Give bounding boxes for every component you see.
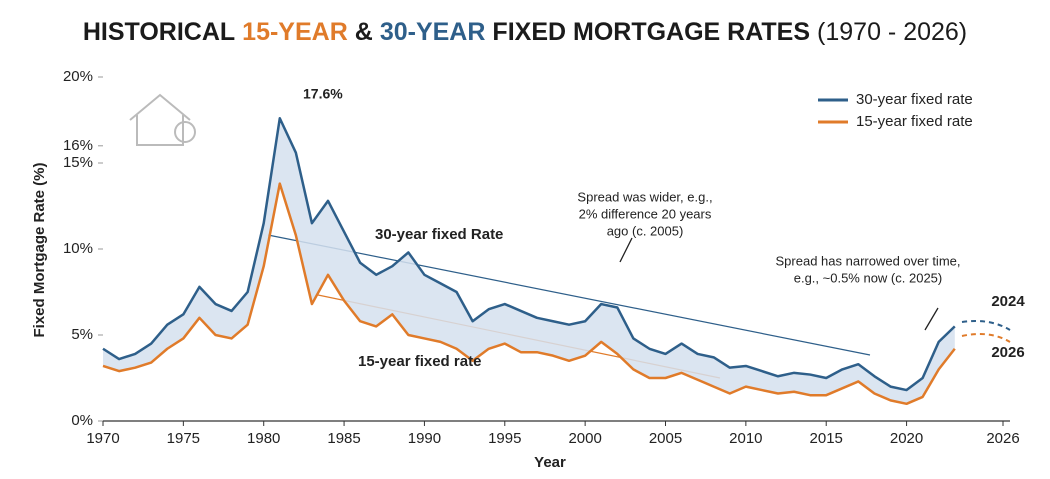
annotation: 2% difference 20 years bbox=[579, 206, 712, 221]
y-tick-label: 10% bbox=[63, 240, 93, 257]
projection bbox=[961, 333, 1011, 343]
x-tick-label: 1990 bbox=[408, 430, 441, 447]
x-tick-label: 2020 bbox=[890, 430, 923, 447]
title-part: HISTORICAL bbox=[82, 18, 236, 46]
arrow bbox=[924, 307, 939, 331]
title-part: 15-YEAR bbox=[242, 18, 348, 46]
y-axis-label: Fixed Mortgage Rate (%) bbox=[31, 162, 48, 337]
annotation: 2026 bbox=[991, 344, 1024, 361]
x-tick-label: 1985 bbox=[327, 430, 360, 447]
line-series bbox=[102, 117, 956, 392]
title-part: FIXED MORTGAGE RATES bbox=[492, 18, 811, 46]
x-tick-label: 2026 bbox=[986, 430, 1019, 447]
annotation: 15-year fixed rate bbox=[358, 353, 481, 370]
legend: 30-year fixed rate 15-year fixed rate bbox=[818, 91, 973, 130]
title-part: (1970 - 2026) bbox=[817, 18, 968, 46]
x-tick-label: 2010 bbox=[729, 430, 762, 447]
house-icon bbox=[129, 93, 196, 146]
x-tick-label: 1970 bbox=[86, 430, 119, 447]
arrow bbox=[619, 237, 633, 263]
y-tick-label: 5% bbox=[71, 326, 93, 343]
y-tick-label: 20% bbox=[63, 68, 93, 85]
x-tick-label: 1975 bbox=[167, 430, 200, 447]
legend-label: 15-year fixed rate bbox=[856, 113, 973, 130]
y-tick-label: 0% bbox=[71, 412, 93, 429]
y-tick-label: 16% bbox=[63, 137, 93, 154]
annotation: 17.6% bbox=[303, 86, 343, 102]
title-part: & bbox=[354, 18, 373, 46]
annotation: 30-year fixed Rate bbox=[375, 226, 503, 243]
annotation: ago (c. 2005) bbox=[607, 223, 684, 238]
y-tick-label: 15% bbox=[63, 154, 93, 171]
annotation: Spread was wider, e.g., bbox=[577, 189, 712, 204]
legend-label: 30-year fixed rate bbox=[856, 91, 973, 108]
title-part: 30-YEAR bbox=[379, 18, 486, 46]
annotation: 2024 bbox=[991, 293, 1025, 310]
annotation: Spread has narrowed over time, bbox=[776, 253, 961, 268]
x-tick-label: 1980 bbox=[247, 430, 280, 447]
x-tick-label: 1995 bbox=[488, 430, 521, 447]
chart-title: HISTORICAL 15-YEAR & 30-YEAR FIXED MORTGAGE … bbox=[0, 18, 1050, 47]
projection bbox=[961, 320, 1011, 331]
spread-fill bbox=[103, 118, 955, 404]
x-tick-label: 2000 bbox=[568, 430, 601, 447]
x-tick-label: 2005 bbox=[649, 430, 682, 447]
trend-line bbox=[267, 234, 871, 356]
line-series bbox=[102, 182, 956, 406]
annotation: e.g., ~0.5% now (c. 2025) bbox=[794, 270, 943, 285]
legend-box bbox=[755, 85, 1005, 135]
x-tick-label: 2015 bbox=[810, 430, 843, 447]
x-axis-label: Year bbox=[534, 454, 566, 471]
